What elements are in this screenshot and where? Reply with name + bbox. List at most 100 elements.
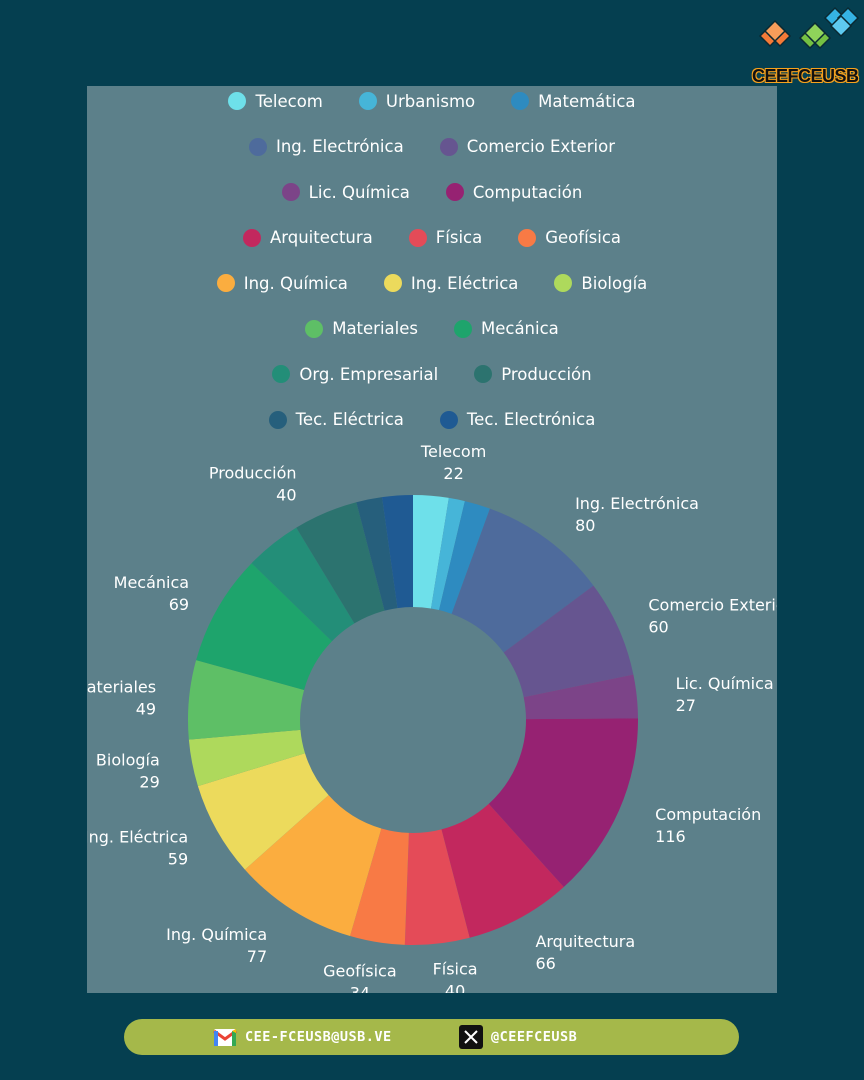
- slice-value: 77: [247, 947, 267, 966]
- email-contact[interactable]: CEE-FCEUSB@USB.VE: [213, 1019, 392, 1055]
- slice-label-ing-electronica: Ing. Electrónica 80: [575, 494, 699, 535]
- slice-label-materiales: Materiales 49: [87, 678, 156, 719]
- slice-urbanismo[interactable]: [431, 497, 465, 611]
- slice-value: 60: [648, 617, 668, 636]
- legend-swatch: [518, 228, 537, 247]
- slice-fisica[interactable]: [404, 829, 470, 946]
- slice-biologia[interactable]: [188, 729, 305, 787]
- legend-item-ing-quimica[interactable]: Ing. Química: [216, 274, 348, 293]
- social-contact[interactable]: @CEEFCEUSB: [459, 1019, 577, 1055]
- slice-label-biologia: Biología 29: [96, 750, 160, 791]
- slice-ing-electrica[interactable]: [197, 753, 329, 870]
- legend-swatch: [439, 410, 458, 429]
- legend-item-org-empresarial[interactable]: Org. Empresarial: [272, 365, 438, 384]
- legend-item-tec-electrica[interactable]: Tec. Eléctrica: [268, 410, 404, 429]
- slice-matematica[interactable]: [439, 501, 490, 614]
- legend-item-produccion[interactable]: Producción: [474, 365, 592, 384]
- legend-item-ing-electronica[interactable]: Ing. Electrónica: [248, 137, 404, 156]
- legend-swatch: [305, 319, 324, 338]
- slice-name: Materiales: [87, 678, 156, 697]
- legend-item-fisica[interactable]: Física: [408, 228, 482, 247]
- slice-name: Biología: [96, 750, 160, 769]
- legend-swatch: [228, 92, 247, 110]
- legend-swatch: [272, 365, 291, 383]
- legend-label: Lic. Química: [308, 182, 410, 202]
- legend-label: Materiales: [332, 319, 418, 338]
- slice-computacion[interactable]: [488, 718, 639, 887]
- slice-name: Geofísica: [323, 962, 397, 981]
- x-icon: [459, 1025, 483, 1049]
- slice-arquitectura[interactable]: [441, 803, 564, 938]
- legend-swatch: [439, 137, 458, 156]
- legend-label: Tec. Eléctrica: [295, 410, 404, 429]
- slice-geofisica[interactable]: [350, 828, 409, 945]
- legend-item-matematica[interactable]: Matemática: [511, 91, 636, 111]
- slice-name: Lic. Química: [676, 674, 774, 693]
- legend-item-mecanica[interactable]: Mecánica: [453, 319, 559, 338]
- slice-ing-electronica[interactable]: [451, 508, 594, 653]
- slice-value: 69: [169, 595, 189, 614]
- legend-item-computacion[interactable]: Computación: [445, 182, 583, 202]
- slice-label-telecom: Telecom 22: [420, 442, 486, 483]
- legend-item-ing-electrica[interactable]: Ing. Eléctrica: [383, 274, 518, 293]
- slice-comercio-exterior[interactable]: [503, 585, 634, 698]
- legend-swatch: [445, 183, 464, 201]
- slice-value: 29: [139, 772, 159, 791]
- slice-value: 66: [535, 954, 555, 973]
- legend-row: Arquitectura Física Geofísica: [87, 226, 777, 250]
- legend-item-arquitectura[interactable]: Arquitectura: [242, 228, 373, 247]
- legend-item-lic-quimica[interactable]: Lic. Química: [281, 182, 410, 202]
- slice-value: 116: [655, 827, 686, 846]
- legend-label: Comercio Exterior: [466, 137, 616, 156]
- slice-lic-quimica[interactable]: [523, 674, 638, 720]
- legend-item-urbanismo[interactable]: Urbanismo: [358, 92, 475, 111]
- legend-label: Geofísica: [545, 228, 622, 247]
- legend-swatch: [268, 410, 287, 429]
- legend-label: Tec. Electrónica: [466, 410, 596, 429]
- gmail-icon: [213, 1029, 237, 1046]
- legend-label: Matemática: [538, 91, 636, 111]
- slice-ing-quimica[interactable]: [244, 795, 382, 937]
- slice-value: 80: [575, 516, 595, 535]
- slice-value: 34: [350, 984, 370, 993]
- slice-name: Producción: [209, 463, 297, 482]
- legend-swatch: [358, 92, 377, 110]
- slice-name: Arquitectura: [535, 932, 635, 951]
- legend-item-tec-electronica[interactable]: Tec. Electrónica: [439, 410, 596, 429]
- slice-telecom[interactable]: [413, 495, 449, 609]
- legend-swatch: [383, 274, 402, 292]
- slice-name: Ing. Química: [166, 925, 267, 944]
- slice-tec-electronica[interactable]: [382, 495, 413, 609]
- slice-materiales[interactable]: [188, 660, 305, 740]
- legend-label: Org. Empresarial: [299, 364, 439, 384]
- slice-value: 22: [443, 464, 463, 483]
- slice-value: 49: [136, 700, 156, 719]
- slice-mecanica[interactable]: [196, 563, 332, 690]
- legend-label: Computación: [472, 182, 583, 202]
- slice-value: 27: [676, 696, 696, 715]
- ceefceusb-logo: CEEFCEUSB: [750, 4, 862, 86]
- legend-item-telecom[interactable]: Telecom: [228, 92, 323, 111]
- logo-text: CEEFCEUSB: [752, 66, 859, 86]
- legend-item-comercio-exterior[interactable]: Comercio Exterior: [439, 137, 616, 156]
- logo-diamonds-icon: [758, 6, 860, 50]
- legend-swatch: [216, 274, 235, 292]
- legend-swatch: [453, 319, 472, 338]
- slice-produccion[interactable]: [296, 502, 385, 624]
- legend-item-geofisica[interactable]: Geofísica: [518, 228, 621, 247]
- legend-swatch: [474, 365, 493, 383]
- legend-row: Ing. Química Ing. Eléctrica Biología: [87, 271, 777, 295]
- legend-swatch: [248, 137, 267, 156]
- donut-chart: Telecom 22 Ing. Electrónica 80 Comercio Exte…: [87, 442, 777, 993]
- legend-label: Mecánica: [480, 319, 559, 338]
- slice-org-empresarial[interactable]: [251, 527, 355, 642]
- slice-label-fisica: Física 40: [433, 959, 478, 993]
- slice-label-ing-electrica: Ing. Eléctrica 59: [87, 828, 188, 869]
- legend-item-materiales[interactable]: Materiales: [305, 319, 418, 338]
- legend-row: Telecom Urbanismo Matemática: [87, 89, 777, 113]
- email-address: CEE-FCEUSB@USB.VE: [245, 1029, 392, 1045]
- legend-swatch: [242, 228, 261, 247]
- slice-tec-electrica[interactable]: [356, 497, 398, 611]
- legend-item-biologia[interactable]: Biología: [554, 274, 647, 293]
- legend-row: Ing. Electrónica Comercio Exterior: [87, 135, 777, 159]
